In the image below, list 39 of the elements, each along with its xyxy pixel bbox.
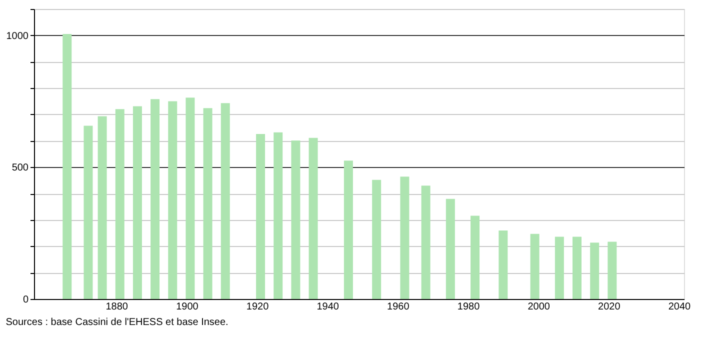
bar	[203, 108, 212, 299]
y-tick-label: 0	[22, 294, 29, 306]
bar	[400, 176, 410, 299]
bar	[608, 242, 617, 299]
bar	[132, 106, 142, 299]
source-note: Sources : base Cassini de l'EHESS et base Insee.	[6, 317, 228, 328]
x-tick-label: 1960	[387, 302, 410, 312]
bar	[62, 34, 72, 299]
x-tick-label: 1980	[457, 302, 480, 312]
bar	[498, 230, 508, 299]
bar	[554, 236, 564, 299]
bar	[115, 109, 124, 299]
bar	[530, 234, 540, 299]
bar	[220, 103, 230, 299]
bar	[168, 101, 178, 299]
bar	[84, 126, 93, 299]
y-tick-label: 1000	[6, 30, 29, 42]
bar	[256, 134, 266, 299]
bar	[186, 98, 195, 299]
x-tick-label: 2040	[668, 302, 692, 312]
bar	[150, 99, 160, 299]
x-tick-label: 1880	[106, 302, 128, 312]
bar	[98, 116, 107, 299]
bar	[274, 132, 283, 299]
x-tick-label: 1900	[176, 302, 199, 312]
bar	[421, 186, 430, 299]
x-tick-label: 1920	[246, 302, 270, 312]
bar	[572, 236, 582, 299]
bar	[590, 242, 600, 299]
bar	[291, 140, 300, 299]
x-tick-label: 2000	[528, 302, 550, 312]
bar	[470, 216, 480, 299]
bar	[372, 180, 382, 299]
x-tick-label: 2020	[598, 302, 621, 312]
x-tick-label: 1940	[316, 302, 340, 312]
bar	[446, 198, 455, 299]
bar	[344, 160, 353, 299]
y-tick-label: 500	[12, 162, 29, 174]
bar	[308, 138, 318, 299]
